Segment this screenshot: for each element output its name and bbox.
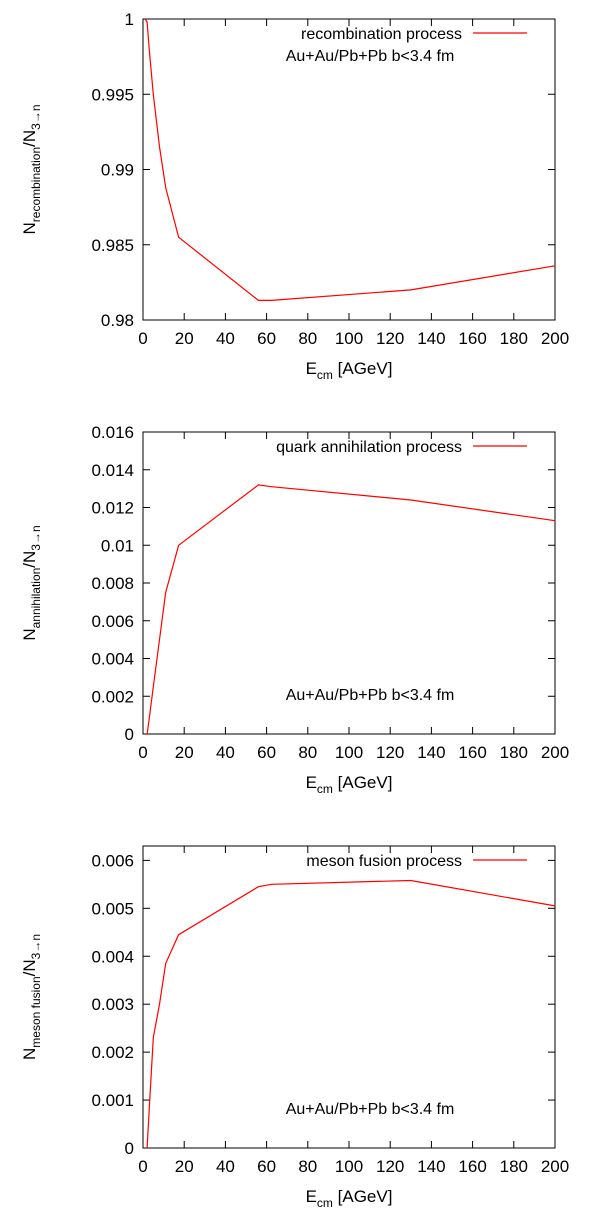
y-axis-label-mid: /N <box>20 551 39 568</box>
y-axis-label-mid: /N <box>20 959 39 976</box>
x-tick-label: 180 <box>500 1157 528 1176</box>
x-tick-label: 40 <box>216 329 235 348</box>
x-tick-label: 140 <box>417 329 445 348</box>
y-tick-label: 0.003 <box>91 995 134 1014</box>
x-axis-label: Ecm [AGeV] <box>306 1187 393 1210</box>
x-tick-label: 20 <box>175 1157 194 1176</box>
x-tick-label: 160 <box>458 329 486 348</box>
y-axis-label-sub: meson fusion <box>29 976 43 1047</box>
x-tick-label: 140 <box>417 743 445 762</box>
y-axis-label-main: N <box>20 1048 39 1060</box>
y-tick-label: 0 <box>125 725 134 744</box>
series-line <box>144 18 556 301</box>
x-tick-label: 20 <box>175 329 194 348</box>
x-tick-label: 0 <box>138 329 147 348</box>
x-tick-label: 0 <box>138 1157 147 1176</box>
x-tick-label: 80 <box>298 743 317 762</box>
panel-2: 0 20 40 60 80 100 120 140 160 180 200 0 0.002 0.004 0.… <box>20 423 569 796</box>
y-tick-label: 0.006 <box>91 851 134 870</box>
x-tick-label: 60 <box>257 329 276 348</box>
y-tick-label: 0.001 <box>91 1091 134 1110</box>
x-tick-label: 180 <box>500 743 528 762</box>
x-tick-label: 200 <box>541 743 569 762</box>
y-tick-label: 0.004 <box>91 650 134 669</box>
y-axis-label-sub: recombination <box>29 147 43 222</box>
y-axis-label: Nannihilation/N3→n <box>20 525 43 640</box>
y-tick-label: 0.99 <box>101 161 134 180</box>
y-axis-label: Nmeson fusion/N3→n <box>20 934 43 1060</box>
y-tick-label: 0.012 <box>91 499 134 518</box>
y-axis-label-sub: annihilation <box>29 568 43 629</box>
y-axis-label-mid: /N <box>20 130 39 147</box>
x-tick-label: 100 <box>335 743 363 762</box>
y-tick-label: 1 <box>125 10 134 29</box>
x-tick-label: 100 <box>335 329 363 348</box>
x-axis-label-sub: cm <box>317 1196 333 1210</box>
x-tick-label: 160 <box>458 743 486 762</box>
legend-label: meson fusion process <box>306 853 462 870</box>
y-tick-label: 0.014 <box>91 461 134 480</box>
panel-1: 0 20 40 60 80 100 120 140 160 180 200 0.98 0.985 0.99… <box>20 10 569 382</box>
y-tick-label: 0.01 <box>101 536 134 555</box>
x-axis-label-main: E <box>306 1187 317 1206</box>
x-axis-label-unit: [AGeV] <box>333 1187 393 1206</box>
x-tick-label: 120 <box>376 1157 404 1176</box>
annotation-collision-system: Au+Au/Pb+Pb b<3.4 fm <box>286 1101 455 1118</box>
y-axis-label-main: N <box>20 222 39 234</box>
y-axis-label-main: N <box>20 628 39 640</box>
legend-label: recombination process <box>301 26 462 43</box>
x-tick-label: 100 <box>335 1157 363 1176</box>
x-axis-label: Ecm [AGeV] <box>306 359 393 382</box>
y-tick-label: 0.995 <box>91 85 134 104</box>
y-tick-label: 0.002 <box>91 1043 134 1062</box>
x-axis-label: Ecm [AGeV] <box>306 773 393 796</box>
x-tick-label: 40 <box>216 743 235 762</box>
x-axis-label-sub: cm <box>317 368 333 382</box>
annotation-collision-system: Au+Au/Pb+Pb b<3.4 fm <box>286 687 455 704</box>
x-tick-label: 120 <box>376 329 404 348</box>
y-tick-label: 0.016 <box>91 423 134 442</box>
x-tick-label: 60 <box>257 1157 276 1176</box>
y-tick-label: 0.008 <box>91 574 134 593</box>
legend-label: quark annihilation process <box>276 439 462 456</box>
annotation-collision-system: Au+Au/Pb+Pb b<3.4 fm <box>286 48 455 65</box>
x-tick-label: 120 <box>376 743 404 762</box>
y-axis-label: Nrecombination/N3→n <box>20 104 43 234</box>
y-tick-label: 0.985 <box>91 236 134 255</box>
x-axis-label-unit: [AGeV] <box>333 359 393 378</box>
y-tick-label: 0.98 <box>101 311 134 330</box>
x-tick-label: 0 <box>138 743 147 762</box>
x-tick-label: 20 <box>175 743 194 762</box>
x-axis-label-unit: [AGeV] <box>333 773 393 792</box>
series-line <box>146 484 556 735</box>
x-tick-label: 80 <box>298 329 317 348</box>
x-tick-label: 60 <box>257 743 276 762</box>
y-tick-label: 0.006 <box>91 612 134 631</box>
y-axis-label-sub2: 3→n <box>29 104 43 129</box>
y-axis-label-sub2: 3→n <box>29 525 43 550</box>
x-tick-label: 180 <box>500 329 528 348</box>
x-axis-label-main: E <box>306 359 317 378</box>
x-axis-label-main: E <box>306 773 317 792</box>
panel-3: 0 20 40 60 80 100 120 140 160 180 200 0 0.001 0.002 0.… <box>20 845 569 1210</box>
x-tick-label: 160 <box>458 1157 486 1176</box>
x-tick-label: 200 <box>541 329 569 348</box>
y-tick-label: 0.002 <box>91 687 134 706</box>
x-axis-label-sub: cm <box>317 782 333 796</box>
y-tick-label: 0.005 <box>91 899 134 918</box>
x-tick-label: 200 <box>541 1157 569 1176</box>
y-tick-label: 0 <box>125 1139 134 1158</box>
y-axis-label-sub2: 3→n <box>29 934 43 959</box>
x-tick-label: 80 <box>298 1157 317 1176</box>
series-line <box>146 879 556 1149</box>
y-tick-label: 0.004 <box>91 947 134 966</box>
x-tick-label: 40 <box>216 1157 235 1176</box>
x-tick-label: 140 <box>417 1157 445 1176</box>
